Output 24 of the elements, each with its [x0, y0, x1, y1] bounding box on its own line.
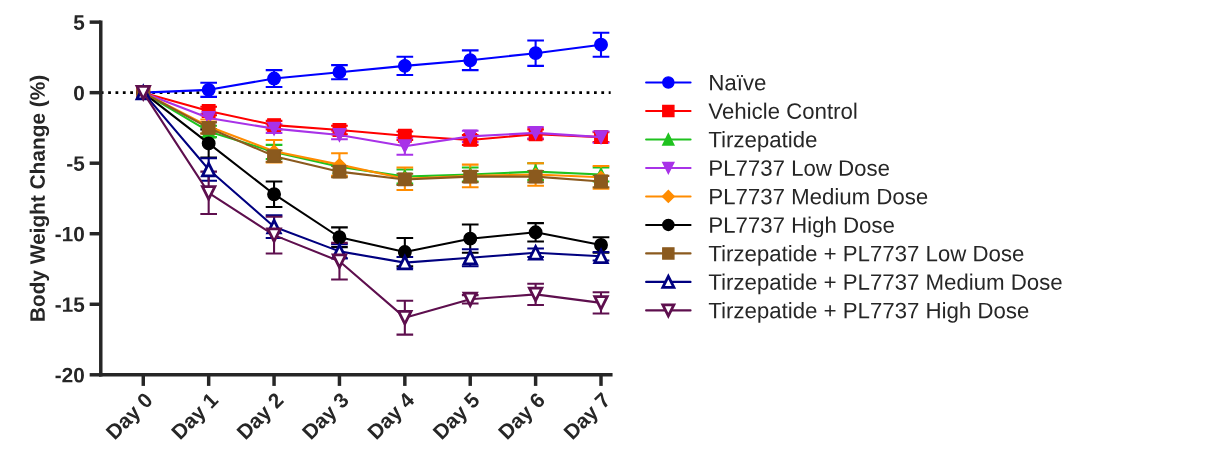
- x-tick-label: Day 3: [301, 391, 353, 443]
- legend-label: Naïve: [710, 74, 766, 91]
- x-tick-label: Day 5: [432, 391, 484, 443]
- y-tick-label: -10: [55, 226, 84, 242]
- x-tick-label: Day 4: [367, 391, 419, 443]
- x-tick-label: Day 2: [236, 391, 288, 443]
- y-tick-label: 5: [73, 15, 85, 30]
- legend-label: PL7737 High Dose: [710, 216, 894, 238]
- legend-label: PL7737 Low Dose: [710, 160, 889, 176]
- y-axis-title: Body Weight Change (%): [29, 75, 50, 321]
- legend-label: Tirzepatide + PL7737 Medium Dose: [708, 273, 1062, 295]
- y-tick-label: 0: [74, 85, 84, 101]
- legend-label: Vehicle Control: [708, 102, 857, 119]
- x-tick-label: Day 6: [497, 391, 549, 443]
- y-tick-label: -20: [55, 367, 84, 383]
- legend-label: PL7737 Medium Dose: [710, 188, 928, 205]
- legend-label: Tirzepatide: [708, 131, 817, 152]
- y-tick-label: -5: [67, 156, 85, 171]
- x-tick-label: Day 7: [563, 391, 615, 443]
- x-tick-label: Day 0: [105, 391, 157, 443]
- legend-label: Tirzepatide + PL7737 High Dose: [708, 302, 1029, 323]
- x-tick-label: Day 1: [170, 391, 222, 443]
- y-tick-label: -15: [55, 297, 85, 313]
- legend-label: Tirzepatide + PL7737 Low Dose: [708, 245, 1024, 266]
